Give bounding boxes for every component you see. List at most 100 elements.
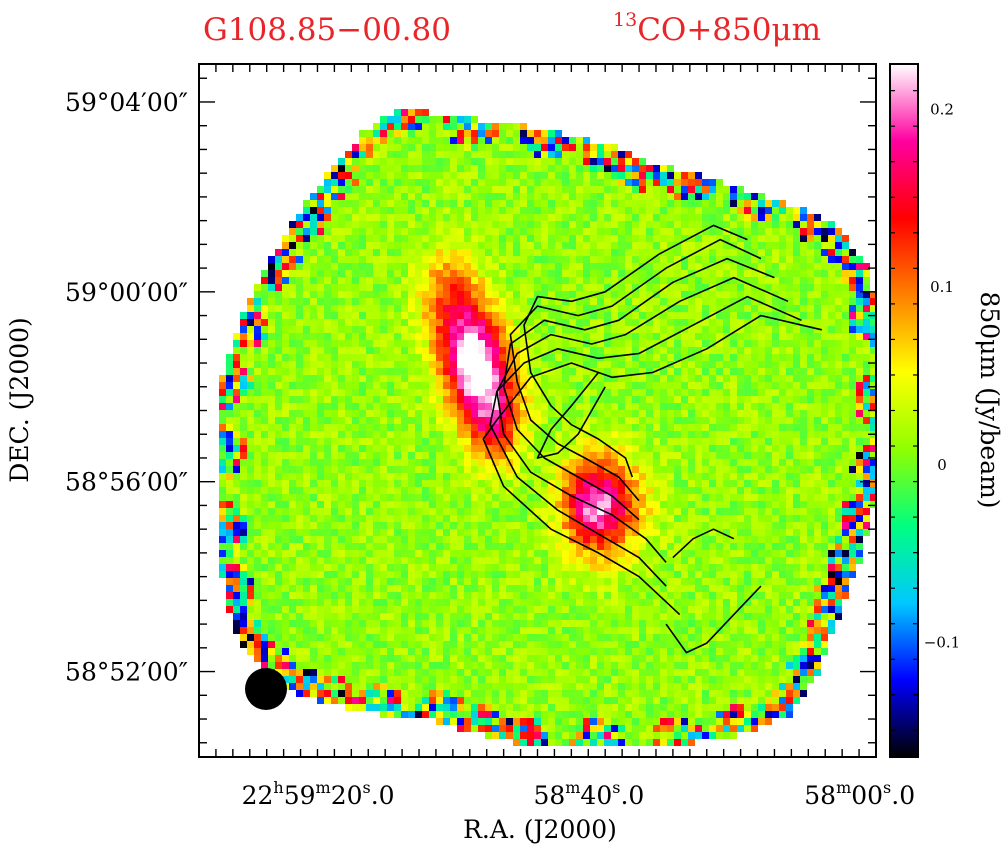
map-pixel (289, 249, 296, 256)
map-pixel (436, 277, 443, 284)
map-pixel (646, 438, 653, 445)
map-pixel (471, 179, 478, 186)
map-pixel (429, 424, 436, 431)
map-pixel (240, 459, 247, 466)
map-pixel (345, 473, 352, 480)
map-pixel (387, 207, 394, 214)
map-pixel (611, 529, 618, 536)
map-pixel (541, 522, 548, 529)
map-pixel (478, 494, 485, 501)
map-pixel (520, 242, 527, 249)
map-pixel (247, 543, 254, 550)
map-pixel (464, 186, 471, 193)
map-pixel (548, 235, 555, 242)
map-pixel (394, 536, 401, 543)
map-pixel (583, 431, 590, 438)
map-pixel (401, 123, 408, 130)
map-pixel (443, 284, 450, 291)
map-pixel (401, 298, 408, 305)
map-pixel (443, 235, 450, 242)
map-pixel (660, 298, 667, 305)
map-pixel (422, 494, 429, 501)
map-pixel (863, 515, 870, 522)
map-pixel (401, 543, 408, 550)
map-pixel (422, 116, 429, 123)
map-pixel (548, 431, 555, 438)
map-pixel (695, 382, 702, 389)
map-pixel (723, 214, 730, 221)
map-pixel (555, 193, 562, 200)
map-pixel (625, 193, 632, 200)
map-pixel (534, 256, 541, 263)
map-pixel (709, 389, 716, 396)
map-pixel (471, 228, 478, 235)
map-pixel (653, 529, 660, 536)
map-pixel (352, 361, 359, 368)
map-pixel (583, 403, 590, 410)
map-pixel (380, 151, 387, 158)
map-pixel (702, 494, 709, 501)
map-pixel (653, 501, 660, 508)
map-pixel (555, 438, 562, 445)
map-pixel (282, 508, 289, 515)
map-pixel (345, 235, 352, 242)
map-pixel (261, 284, 268, 291)
map-pixel (625, 235, 632, 242)
map-pixel (786, 410, 793, 417)
map-pixel (499, 214, 506, 221)
map-pixel (744, 214, 751, 221)
map-pixel (324, 305, 331, 312)
map-pixel (569, 326, 576, 333)
map-pixel (436, 354, 443, 361)
map-pixel (331, 361, 338, 368)
map-pixel (303, 214, 310, 221)
map-pixel (345, 340, 352, 347)
map-pixel (842, 459, 849, 466)
map-pixel (513, 130, 520, 137)
map-pixel (681, 410, 688, 417)
map-pixel (604, 445, 611, 452)
map-pixel (352, 298, 359, 305)
map-pixel (660, 207, 667, 214)
map-pixel (758, 235, 765, 242)
map-pixel (814, 410, 821, 417)
map-pixel (275, 403, 282, 410)
map-pixel (247, 375, 254, 382)
map-pixel (709, 277, 716, 284)
map-pixel (772, 452, 779, 459)
map-pixel (877, 382, 884, 389)
map-pixel (618, 235, 625, 242)
map-pixel (646, 319, 653, 326)
map-pixel (394, 529, 401, 536)
map-pixel (310, 249, 317, 256)
map-pixel (548, 179, 555, 186)
map-pixel (604, 522, 611, 529)
map-pixel (499, 193, 506, 200)
map-pixel (583, 214, 590, 221)
map-pixel (513, 305, 520, 312)
map-pixel (478, 382, 485, 389)
map-pixel (436, 270, 443, 277)
map-pixel (646, 291, 653, 298)
map-pixel (688, 228, 695, 235)
map-pixel (415, 368, 422, 375)
map-pixel (793, 501, 800, 508)
map-pixel (793, 249, 800, 256)
map-pixel (569, 172, 576, 179)
map-pixel (751, 214, 758, 221)
map-pixel (520, 424, 527, 431)
map-pixel (842, 340, 849, 347)
map-pixel (247, 487, 254, 494)
map-pixel (835, 536, 842, 543)
map-pixel (772, 389, 779, 396)
map-pixel (618, 228, 625, 235)
map-pixel (828, 242, 835, 249)
map-pixel (233, 403, 240, 410)
map-pixel (464, 333, 471, 340)
map-pixel (317, 361, 324, 368)
map-pixel (828, 522, 835, 529)
map-pixel (737, 424, 744, 431)
map-pixel (492, 270, 499, 277)
map-pixel (856, 522, 863, 529)
map-pixel (527, 221, 534, 228)
